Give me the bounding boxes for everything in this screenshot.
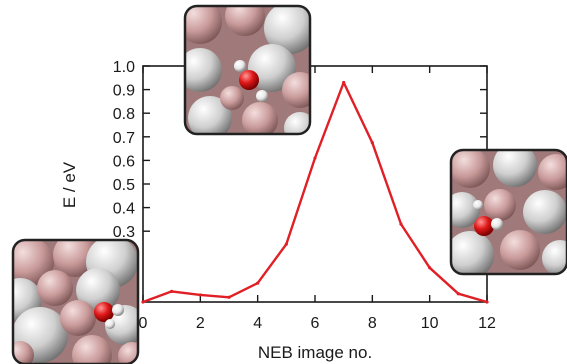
y-tick-label: 0.5: [113, 177, 135, 194]
energy-point: [256, 281, 260, 285]
y-tick-label: 0.8: [113, 106, 135, 123]
final-state-snapshot: [449, 148, 567, 276]
energy-point: [198, 293, 202, 297]
energy-point: [313, 156, 317, 160]
x-tick-label: 4: [253, 315, 262, 332]
energy-point: [342, 80, 346, 85]
x-tick-label: 8: [368, 315, 377, 332]
transition-state-snapshot: [183, 4, 312, 136]
energy-series: [141, 80, 489, 304]
energy-point: [370, 141, 374, 145]
x-tick-label: 2: [196, 315, 205, 332]
energy-point: [485, 300, 489, 304]
y-tick-label: 0.4: [113, 201, 135, 218]
y-axis-title: E / eV: [60, 161, 79, 208]
y-tick-label: 1.0: [113, 59, 135, 76]
x-axis-title: NEB image no.: [258, 343, 372, 362]
energy-point: [456, 292, 460, 296]
x-tick-label: 0: [139, 315, 148, 332]
energy-point: [399, 222, 403, 226]
x-tick-label: 6: [311, 315, 320, 332]
energy-point: [428, 266, 432, 270]
y-tick-label: 0.9: [113, 83, 135, 100]
initial-state-snapshot: [11, 238, 140, 364]
x-tick-label: 12: [478, 315, 496, 332]
plot-area: 0 2 4 6 8 10 12 1.0 0.9 0.8 0.7 0.6 0.5 0.4 0.3: [113, 59, 496, 332]
x-tick-label: 10: [421, 315, 439, 332]
energy-point: [227, 295, 231, 299]
y-tick-label: 0.3: [113, 224, 135, 241]
y-tick-label: 0.7: [113, 130, 135, 147]
y-axis-ticks: 1.0 0.9 0.8 0.7 0.6 0.5 0.4 0.3: [113, 59, 487, 241]
energy-point: [170, 289, 174, 293]
energy-point: [284, 242, 288, 246]
y-tick-label: 0.6: [113, 153, 135, 170]
energy-point: [141, 300, 145, 304]
